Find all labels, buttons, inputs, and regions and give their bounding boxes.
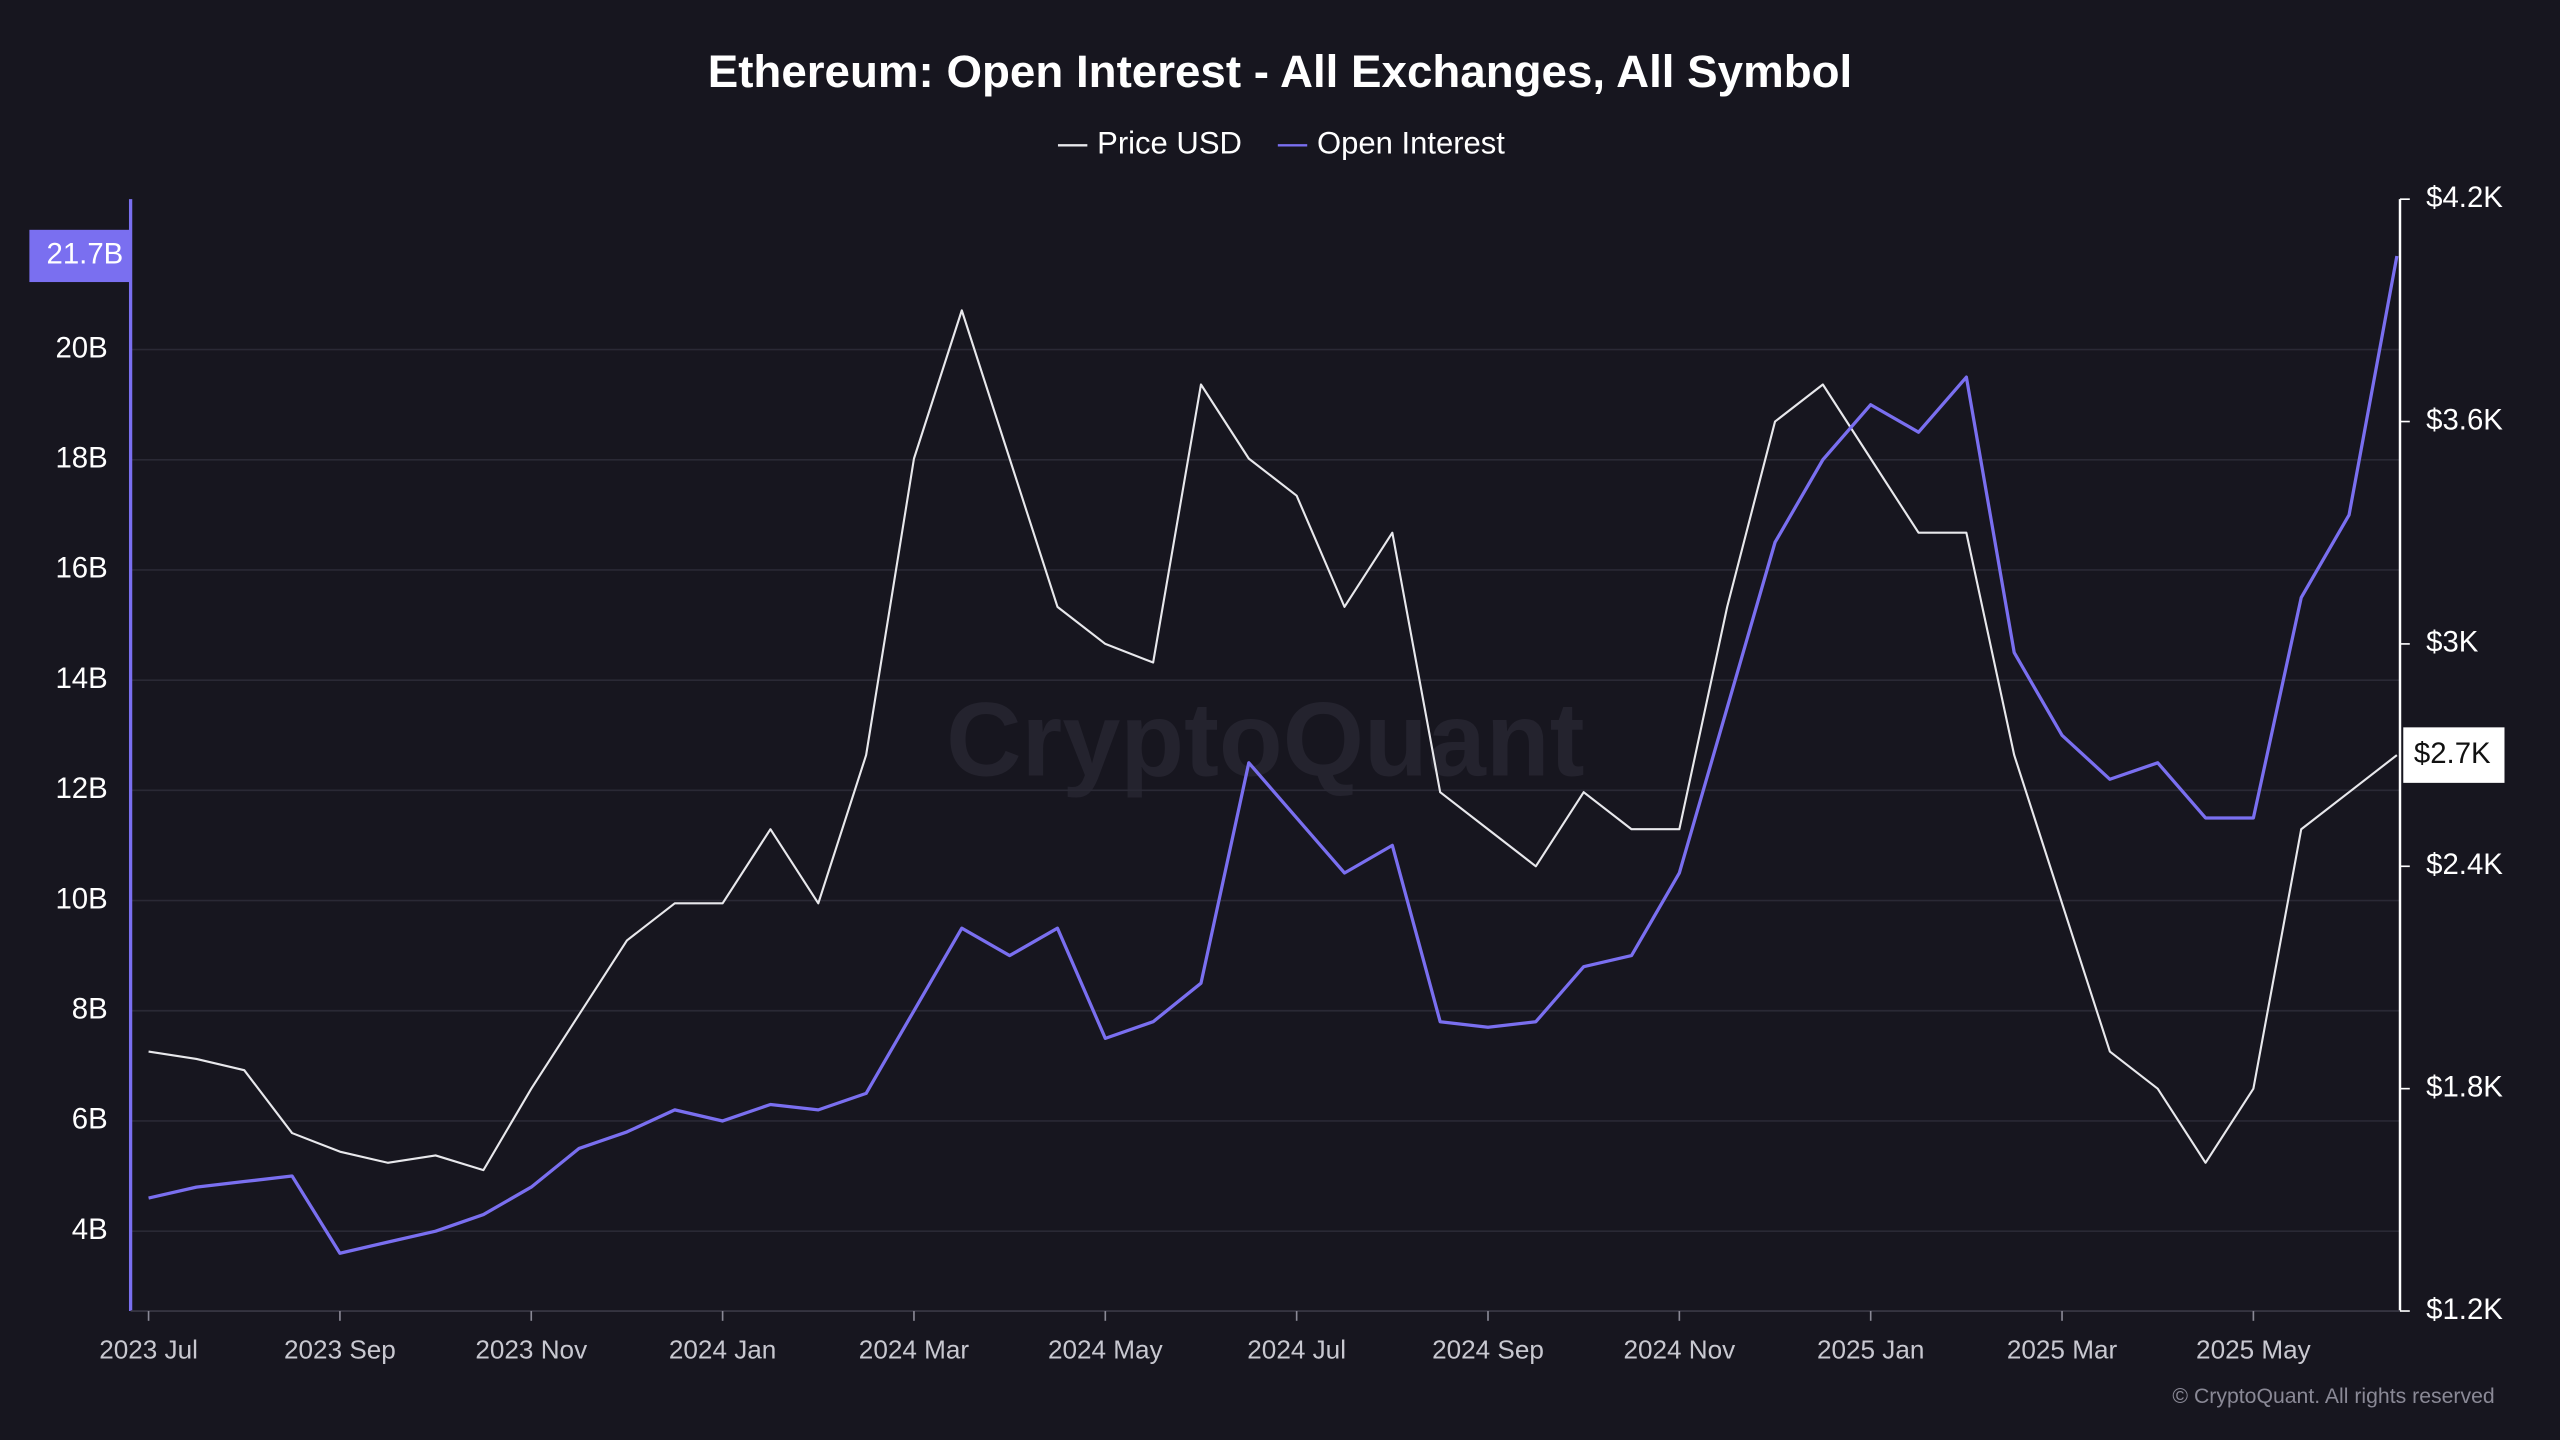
y-tick-label: 4B [72,1213,108,1246]
watermark: CryptoQuant [946,681,1584,798]
x-tick-label: 2025 May [2196,1335,2311,1365]
legend-label: Price USD [1097,125,1242,160]
last-value-box [29,229,131,283]
y2-tick-label: $3.6K [2426,403,2503,436]
x-tick-label: 2024 Jan [669,1335,776,1365]
legend: Price USD Open Interest [1057,125,1505,160]
y-tick-label: 10B [55,882,107,915]
chart-title: Ethereum: Open Interest - All Exchanges,… [708,46,1853,97]
source-note: © CryptoQuant. All rights reserved [2172,1385,2494,1408]
x-tick-label: 2024 Nov [1623,1335,1735,1365]
x-tick-label: 2023 Jul [99,1335,198,1365]
y-tick-label: 6B [72,1103,108,1136]
x-tick-label: 2025 Mar [2007,1335,2118,1365]
x-tick-label: 2024 May [1048,1335,1163,1365]
last-value-box [2403,727,2505,783]
y2-tick-label: $3K [2426,626,2479,659]
x-tick-label: 2024 Jul [1247,1335,1346,1365]
last-value-label: 21.7B [47,238,124,271]
y2-tick-label: $1.8K [2426,1070,2503,1103]
series-line [148,309,2398,1172]
y-tick-label: 14B [55,662,107,695]
x-tick-label: 2024 Mar [859,1335,970,1365]
y2-tick-label: $4.2K [2426,181,2503,214]
x-tick-label: 2024 Sep [1432,1335,1544,1365]
y-tick-label: 20B [55,331,107,364]
legend-label: Open Interest [1317,125,1505,160]
x-tick-label: 2023 Sep [284,1335,396,1365]
series-line [148,255,2399,1255]
y-tick-label: 16B [55,552,107,585]
y-tick-label: 12B [55,772,107,805]
y2-tick-label: $2.4K [2426,848,2503,881]
x-tick-label: 2023 Nov [475,1335,587,1365]
y-tick-label: 18B [55,442,107,475]
x-tick-label: 2025 Jan [1817,1335,1924,1365]
last-value-label: $2.7K [2414,737,2491,770]
y-tick-label: 8B [72,993,108,1026]
y2-tick-label: $1.2K [2426,1293,2503,1326]
